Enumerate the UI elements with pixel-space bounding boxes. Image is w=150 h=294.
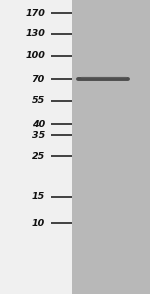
Text: 40: 40 <box>32 120 45 128</box>
Text: 70: 70 <box>32 75 45 84</box>
FancyBboxPatch shape <box>0 0 72 294</box>
Text: 15: 15 <box>32 193 45 201</box>
Text: 170: 170 <box>25 9 45 18</box>
Text: 130: 130 <box>25 29 45 38</box>
Text: 10: 10 <box>32 219 45 228</box>
Text: 100: 100 <box>25 51 45 60</box>
Text: 25: 25 <box>32 152 45 161</box>
Text: 55: 55 <box>32 96 45 105</box>
Text: 35: 35 <box>32 131 45 140</box>
